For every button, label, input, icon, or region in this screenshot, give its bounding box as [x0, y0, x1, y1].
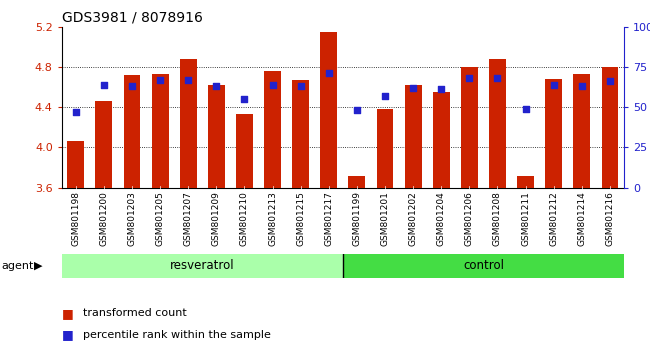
Point: [464, 75, 474, 81]
Text: GSM801204: GSM801204: [437, 191, 446, 246]
Text: GSM801213: GSM801213: [268, 191, 277, 246]
Point: [127, 83, 137, 89]
Point: [239, 96, 250, 102]
Text: GSM801199: GSM801199: [352, 191, 361, 246]
Point: [408, 85, 419, 91]
Bar: [601, 67, 618, 188]
Bar: [376, 109, 393, 188]
Bar: [489, 59, 506, 188]
Bar: [405, 85, 422, 188]
Point: [492, 75, 502, 81]
Bar: [151, 74, 168, 188]
Text: GSM801214: GSM801214: [577, 191, 586, 246]
Bar: [320, 32, 337, 188]
Text: GSM801209: GSM801209: [212, 191, 221, 246]
Bar: [180, 59, 197, 188]
Bar: [124, 75, 140, 188]
Text: GSM801210: GSM801210: [240, 191, 249, 246]
Text: GSM801216: GSM801216: [605, 191, 614, 246]
Text: GSM801206: GSM801206: [465, 191, 474, 246]
Point: [267, 82, 278, 87]
Bar: [62, 254, 343, 278]
Text: GDS3981 / 8078916: GDS3981 / 8078916: [62, 11, 203, 25]
Text: GSM801212: GSM801212: [549, 191, 558, 246]
Point: [380, 93, 390, 99]
Bar: [236, 114, 253, 188]
Point: [183, 77, 194, 82]
Text: transformed count: transformed count: [83, 308, 187, 318]
Text: control: control: [463, 259, 504, 272]
Text: resveratrol: resveratrol: [170, 259, 235, 272]
Text: GSM801202: GSM801202: [409, 191, 418, 246]
Bar: [348, 176, 365, 188]
Text: GSM801208: GSM801208: [493, 191, 502, 246]
Text: percentile rank within the sample: percentile rank within the sample: [83, 330, 270, 339]
Point: [521, 106, 531, 112]
Bar: [573, 74, 590, 188]
Bar: [68, 141, 84, 188]
Text: GSM801203: GSM801203: [127, 191, 136, 246]
Point: [352, 108, 362, 113]
Text: agent: agent: [1, 261, 34, 271]
Point: [436, 86, 447, 92]
Point: [549, 82, 559, 87]
Bar: [461, 67, 478, 188]
Point: [324, 70, 334, 76]
Bar: [292, 80, 309, 188]
Text: GSM801205: GSM801205: [155, 191, 164, 246]
Bar: [545, 79, 562, 188]
Point: [296, 83, 306, 89]
Point: [604, 79, 615, 84]
Text: GSM801198: GSM801198: [72, 191, 81, 246]
Bar: [264, 71, 281, 188]
Bar: [208, 85, 225, 188]
Text: GSM801211: GSM801211: [521, 191, 530, 246]
Text: GSM801201: GSM801201: [380, 191, 389, 246]
Text: GSM801207: GSM801207: [184, 191, 193, 246]
Text: ■: ■: [62, 328, 73, 341]
Text: GSM801200: GSM801200: [99, 191, 109, 246]
Text: GSM801215: GSM801215: [296, 191, 306, 246]
Point: [71, 109, 81, 115]
Text: ▶: ▶: [34, 261, 43, 271]
Point: [99, 82, 109, 87]
Text: GSM801217: GSM801217: [324, 191, 333, 246]
Point: [155, 77, 165, 82]
Text: ■: ■: [62, 307, 73, 320]
Bar: [433, 92, 450, 188]
Point: [211, 83, 222, 89]
Bar: [96, 101, 112, 188]
Bar: [517, 176, 534, 188]
Point: [577, 83, 587, 89]
Bar: [343, 254, 624, 278]
